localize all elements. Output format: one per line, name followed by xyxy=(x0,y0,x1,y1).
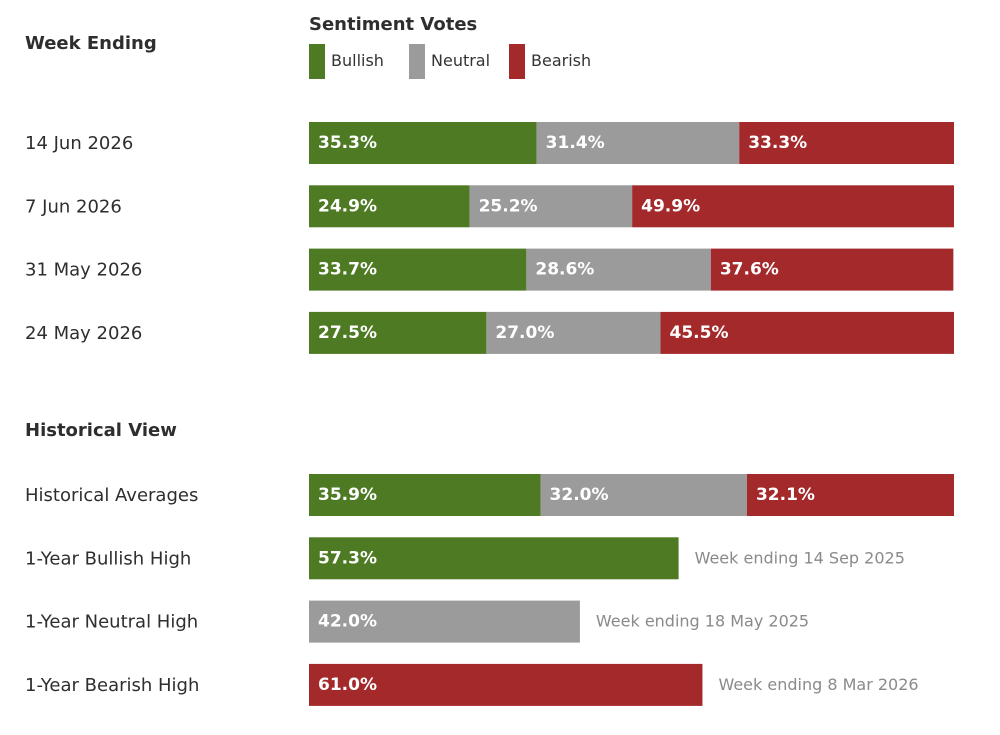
row-label-1-year-bearish-high: 1-Year Bearish High xyxy=(25,675,199,696)
data-label-bearish-24-may-2026: 45.5% xyxy=(670,323,729,343)
bar-bearish-24-may-2026 xyxy=(660,311,954,354)
row-label-1-year-bullish-high: 1-Year Bullish High xyxy=(25,548,191,569)
row-label-1-year-neutral-high: 1-Year Neutral High xyxy=(25,612,198,633)
bar-neutral-31-may-2026 xyxy=(526,248,711,291)
data-label-neutral-historical-averages: 32.0% xyxy=(550,485,609,505)
bar-bullish-31-may-2026 xyxy=(309,248,527,291)
legend-swatch-bullish xyxy=(309,44,325,79)
row-label-14-jun-2026: 14 Jun 2026 xyxy=(25,133,133,154)
data-label-neutral-24-may-2026: 27.0% xyxy=(495,323,554,343)
data-label-bearish-14-jun-2026: 33.3% xyxy=(748,133,807,153)
data-label-bearish-31-may-2026: 37.6% xyxy=(720,260,779,280)
legend-swatch-neutral xyxy=(409,44,425,79)
note-1-year-bearish-high: Week ending 8 Mar 2026 xyxy=(718,675,918,694)
bar-bearish-7-jun-2026 xyxy=(632,185,954,228)
bar-neutral-1-year-neutral-high xyxy=(309,600,580,643)
row-label-7-jun-2026: 7 Jun 2026 xyxy=(25,196,122,217)
legend-label-bearish: Bearish xyxy=(531,51,591,70)
bar-bearish-1-year-bearish-high xyxy=(309,663,703,706)
note-1-year-bullish-high: Week ending 14 Sep 2025 xyxy=(695,548,905,567)
row-header: Week Ending xyxy=(25,33,157,54)
row-label-31-may-2026: 31 May 2026 xyxy=(25,260,142,281)
row-label-24-may-2026: 24 May 2026 xyxy=(25,323,142,344)
note-1-year-neutral-high: Week ending 18 May 2025 xyxy=(596,612,809,631)
legend: Bullish Neutral Bearish xyxy=(309,44,591,79)
data-label-bearish-historical-averages: 32.1% xyxy=(756,485,815,505)
bar-bearish-31-may-2026 xyxy=(710,248,954,291)
bar-neutral-historical-averages xyxy=(540,474,747,516)
bar-bullish-24-may-2026 xyxy=(309,311,487,354)
data-label-bullish-historical-averages: 35.9% xyxy=(318,485,377,505)
data-label-neutral-31-may-2026: 28.6% xyxy=(535,260,594,280)
data-label-1-year-bearish-high: 61.0% xyxy=(318,675,377,695)
data-label-bullish-14-jun-2026: 35.3% xyxy=(318,133,377,153)
legend-label-bullish: Bullish xyxy=(331,51,384,70)
bar-bearish-historical-averages xyxy=(746,474,954,516)
data-label-bullish-31-may-2026: 33.7% xyxy=(318,260,377,280)
bar-bullish-14-jun-2026 xyxy=(309,122,537,164)
data-label-bullish-7-jun-2026: 24.9% xyxy=(318,196,377,216)
data-label-neutral-14-jun-2026: 31.4% xyxy=(546,133,605,153)
legend-label-neutral: Neutral xyxy=(431,51,490,70)
bar-neutral-24-may-2026 xyxy=(486,311,661,354)
row-label-historical-averages: Historical Averages xyxy=(25,485,198,506)
chart-title: Sentiment Votes xyxy=(309,14,477,35)
bar-bullish-historical-averages xyxy=(309,474,541,516)
data-label-bearish-7-jun-2026: 49.9% xyxy=(641,196,700,216)
data-label-1-year-neutral-high: 42.0% xyxy=(318,612,377,632)
data-label-1-year-bullish-high: 57.3% xyxy=(318,548,377,568)
bar-neutral-7-jun-2026 xyxy=(469,185,633,228)
bar-neutral-14-jun-2026 xyxy=(536,122,740,164)
weekly-rows: 14 Jun 2026 35.3% 31.4% 33.3% 7 Jun 2026 24.9… xyxy=(25,122,954,354)
historical-header: Historical View xyxy=(25,420,177,441)
historical-rows: Historical Averages 35.9% 32.0% 32.1% 1-Year… xyxy=(25,474,954,706)
data-label-neutral-7-jun-2026: 25.2% xyxy=(479,196,538,216)
legend-swatch-bearish xyxy=(509,44,525,79)
bar-bullish-7-jun-2026 xyxy=(309,185,470,228)
data-label-bullish-24-may-2026: 27.5% xyxy=(318,323,377,343)
bar-bullish-1-year-bullish-high xyxy=(309,537,679,580)
bar-bearish-14-jun-2026 xyxy=(739,122,954,164)
